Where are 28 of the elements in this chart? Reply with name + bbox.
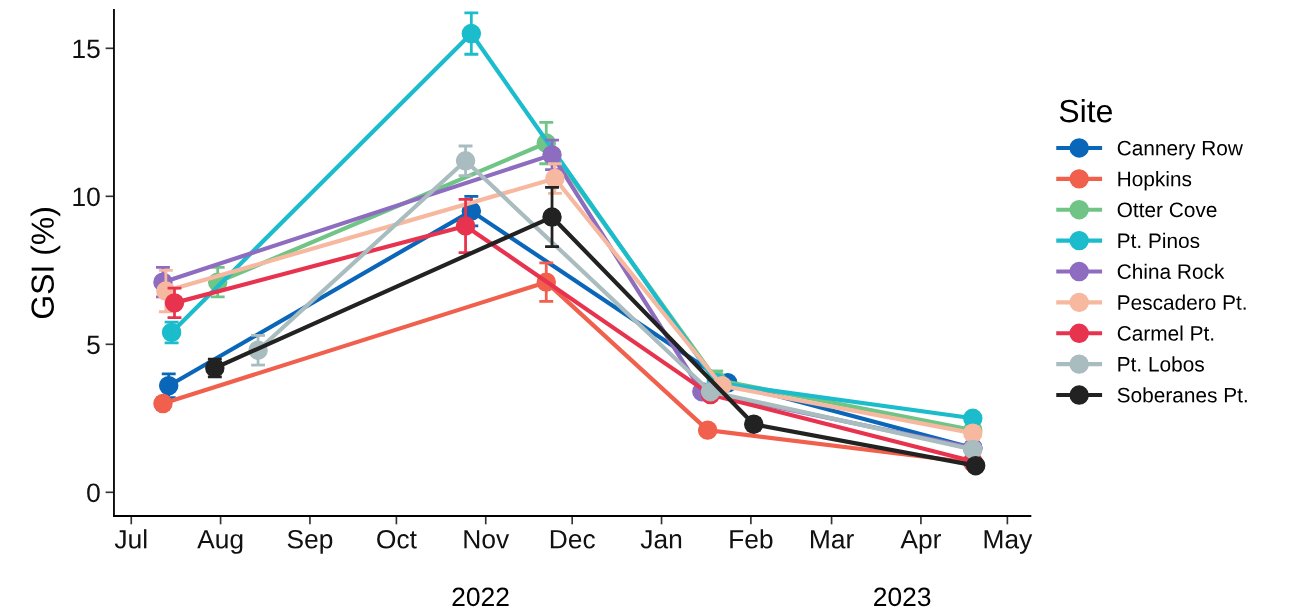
x-tick-label: Dec — [550, 530, 595, 549]
text: 2023 — [874, 587, 931, 607]
legend-label: Pt. Pinos — [1118, 232, 1200, 249]
x-tick-label: Nov — [464, 530, 510, 549]
x-tick-label: Aug — [197, 530, 243, 554]
x-tick-label: Sep — [287, 529, 333, 554]
legend-label: China Rock — [1117, 263, 1225, 279]
x-tick-label: May — [984, 530, 1033, 554]
x-tick-label: Mar — [811, 530, 854, 549]
y-tick-label: 10 — [73, 187, 100, 207]
y-tick-label: 0 — [87, 483, 100, 503]
legend-label: Carmel Pt. — [1117, 325, 1214, 341]
x-tick-label: Feb — [730, 529, 773, 549]
y-tick-label: 15 — [73, 39, 100, 59]
legend-title: Site — [1059, 98, 1112, 123]
legend-label: Pescadero Pt. — [1118, 294, 1246, 310]
y-tick-label: 5 — [87, 335, 100, 355]
x-tick-label: Jan — [640, 530, 682, 549]
legend-label: Hopkins — [1118, 171, 1192, 191]
legend-label: Pt. Lobos — [1118, 356, 1204, 372]
legend-label: Soberanes Pt. — [1117, 387, 1247, 403]
text: 2022 — [452, 587, 509, 607]
x-tick-label: Oct — [377, 529, 417, 549]
y-axis-title: GSI (%) — [30, 208, 61, 319]
x-tick-label: Apr — [900, 530, 942, 554]
x-tick-label: Jul — [114, 529, 147, 549]
legend-label: Cannery Row — [1117, 140, 1243, 160]
legend-label: Otter Cove — [1117, 202, 1217, 218]
